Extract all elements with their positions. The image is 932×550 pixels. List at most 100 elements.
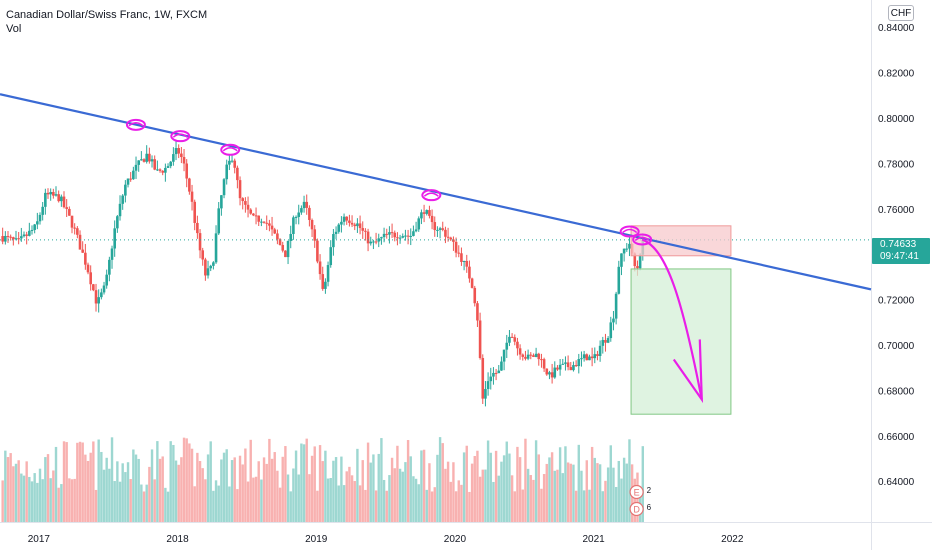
- candle-body: [585, 354, 589, 361]
- volume-bar: [518, 457, 522, 522]
- volume-bar: [145, 484, 148, 522]
- candle-body: [92, 284, 95, 291]
- time-tick-label: 2020: [444, 534, 467, 545]
- candle-body: [20, 236, 23, 239]
- price-tick-label: 0.84000: [878, 23, 915, 34]
- candle-body: [12, 237, 15, 240]
- candle-body: [318, 261, 322, 275]
- volume-bar: [161, 456, 164, 522]
- candle-body: [70, 215, 74, 228]
- currency-button[interactable]: CHF: [888, 5, 914, 21]
- candle-body: [502, 349, 506, 362]
- candle-body: [372, 241, 375, 243]
- candle-body: [292, 217, 295, 234]
- candle-body: [268, 223, 271, 226]
- candle-body: [345, 216, 349, 221]
- candle-body: [121, 195, 124, 204]
- candle-body: [132, 170, 135, 180]
- volume-bar: [81, 442, 84, 522]
- symbol-title[interactable]: Canadian Dollar/Swiss Franc, 1W, FXCM: [6, 9, 208, 21]
- volume-bar: [244, 448, 247, 522]
- volume-bar: [396, 445, 399, 522]
- candle-body: [513, 337, 517, 342]
- candle-body: [425, 210, 429, 214]
- volume-bar: [380, 438, 383, 522]
- volume-bar: [68, 478, 71, 522]
- volume-bar: [294, 450, 298, 522]
- candle-body: [385, 233, 389, 235]
- touch-mark: [220, 143, 241, 156]
- candle-body: [185, 163, 189, 179]
- candle-body: [497, 370, 501, 374]
- candle-body: [297, 212, 301, 217]
- volume-bar: [158, 458, 162, 522]
- volume-bar: [62, 441, 66, 522]
- volume-bar: [212, 490, 215, 522]
- candle-body: [334, 231, 338, 235]
- volume-bar: [182, 437, 186, 522]
- candle-body: [388, 232, 391, 235]
- volume-bar: [385, 490, 388, 522]
- volume-bar: [180, 457, 183, 522]
- candle-body: [254, 215, 258, 217]
- volume-bar: [254, 476, 258, 522]
- volume-bar: [270, 458, 274, 522]
- volume-bar: [460, 484, 463, 522]
- candle-body: [604, 339, 607, 343]
- candle-body: [332, 234, 335, 248]
- volume-bar: [358, 485, 362, 522]
- volume-indicator-label[interactable]: Vol: [6, 23, 22, 35]
- volume-bar: [412, 476, 415, 522]
- volume-bar: [561, 473, 564, 522]
- volume-bar: [73, 478, 76, 522]
- volume-bar: [457, 480, 460, 522]
- volume-bar: [446, 461, 450, 522]
- candle-body: [65, 207, 68, 209]
- candle-body: [569, 367, 573, 371]
- volume-bar: [36, 482, 39, 522]
- volume-bar: [166, 491, 170, 522]
- candle-body: [134, 164, 138, 171]
- candle-body: [244, 201, 247, 205]
- volume-bar: [601, 491, 604, 522]
- candle-body: [308, 207, 311, 220]
- volume-bar: [134, 454, 138, 522]
- candle-body: [444, 229, 447, 237]
- candle-body: [49, 191, 52, 195]
- volume-bar: [214, 480, 218, 522]
- volume-bar: [617, 460, 620, 522]
- touch-mark: [632, 233, 653, 246]
- volume-bar: [17, 460, 20, 522]
- volume-bar: [297, 474, 300, 522]
- volume-bar: [241, 464, 244, 522]
- volume-bar: [262, 457, 266, 522]
- volume-bar: [60, 484, 63, 522]
- volume-bar: [500, 461, 503, 522]
- volume-bar: [332, 460, 335, 522]
- candle-body: [572, 365, 575, 371]
- volume-bar: [340, 456, 343, 522]
- touch-mark: [170, 130, 191, 143]
- volume-bar: [494, 450, 498, 522]
- candle-body: [561, 363, 565, 365]
- candle-body: [593, 354, 597, 359]
- candle-body: [348, 220, 351, 223]
- volume-bar: [100, 451, 103, 522]
- volume-bar: [172, 444, 175, 522]
- candle-body: [278, 239, 282, 245]
- candle-body: [260, 221, 263, 223]
- volume-bar: [265, 463, 268, 522]
- candle-body: [382, 233, 386, 238]
- volume-bar: [441, 443, 444, 522]
- candle-body: [89, 272, 92, 285]
- candle-body: [574, 365, 578, 367]
- volume-bar: [225, 449, 228, 522]
- volume-bar: [454, 491, 458, 522]
- candle-body: [500, 361, 503, 371]
- candle-body: [116, 216, 119, 229]
- candle-body: [628, 243, 631, 249]
- take-profit-zone: [630, 268, 732, 415]
- candle-body: [406, 235, 410, 237]
- candle-body: [113, 228, 116, 249]
